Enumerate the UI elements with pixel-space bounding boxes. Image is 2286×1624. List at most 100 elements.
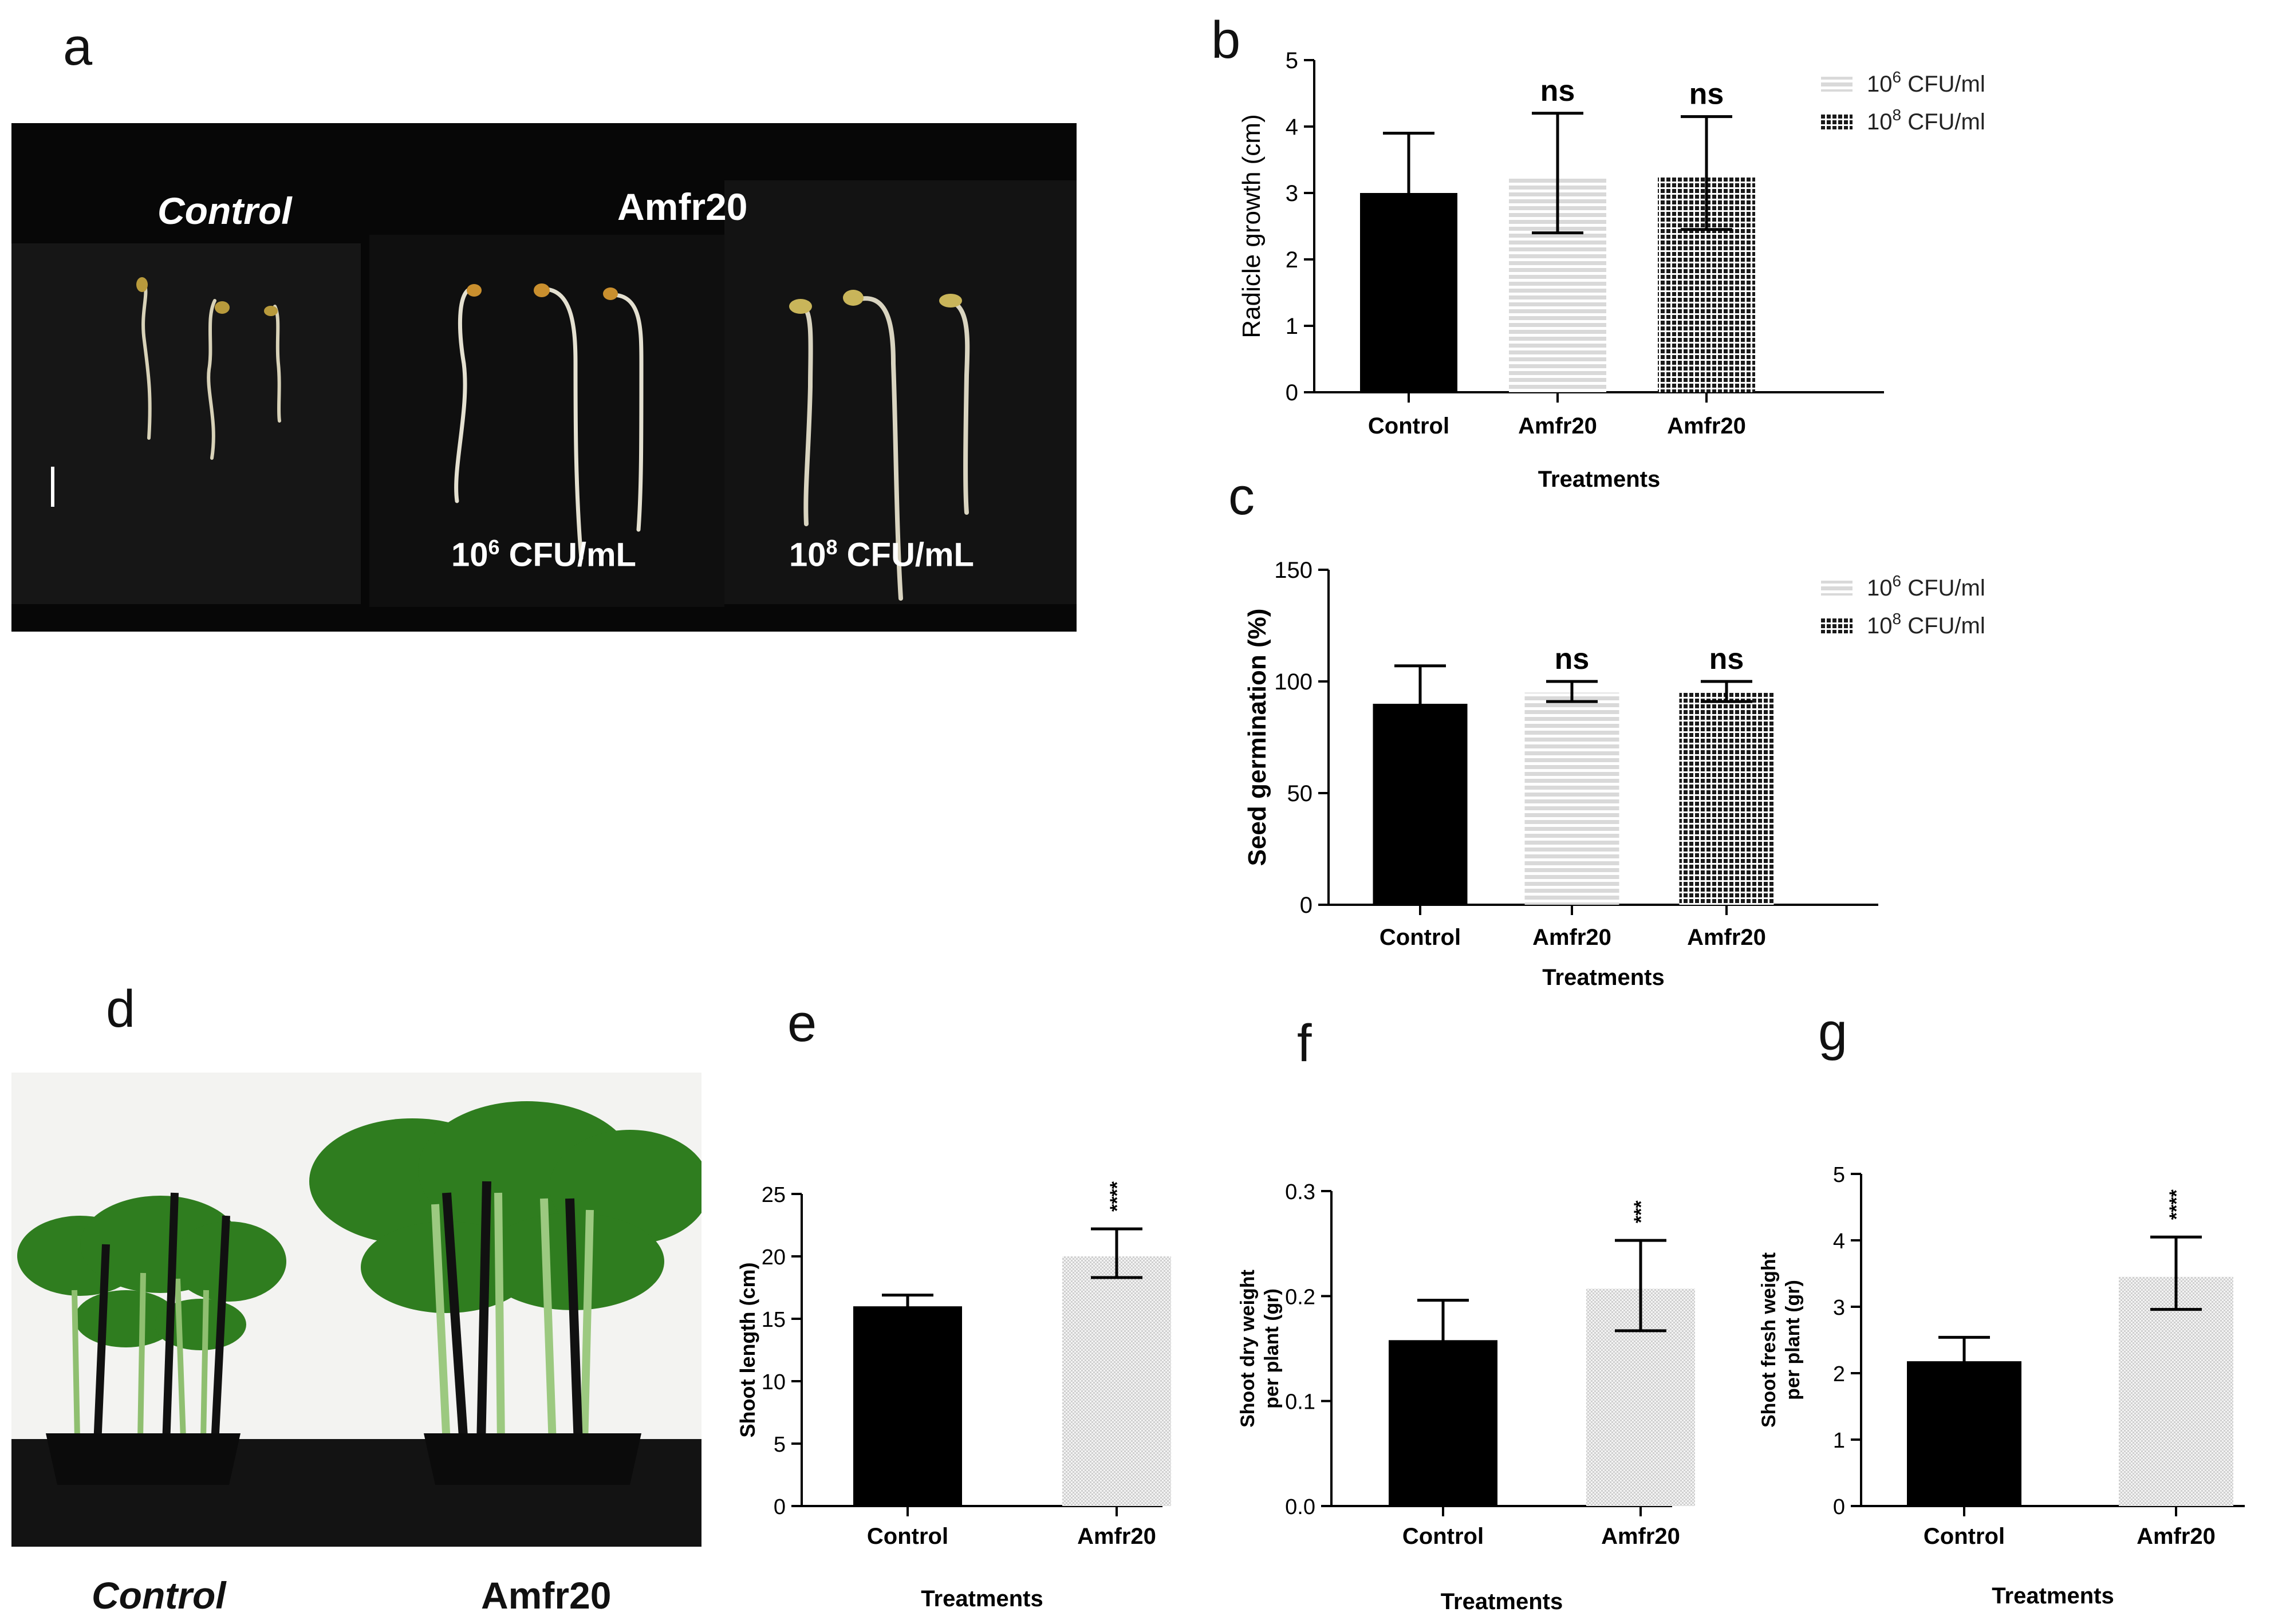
seed-coats-low-dose [467, 283, 618, 300]
x-tick-label: Control [1368, 413, 1449, 439]
y-tick-label: 5 [1833, 1163, 1845, 1187]
y-tick-label: 15 [762, 1308, 786, 1332]
seedling-photo: Control Amfr20 106 CFU/mL 108 CFU/mL [11, 123, 1077, 632]
y-axis-title: Shoot dry weight [1237, 1270, 1259, 1428]
seedlings-high-dose [801, 296, 970, 601]
legend-label: 106 CFU/ml [1867, 572, 1985, 601]
y-tick-label: 20 [762, 1245, 786, 1270]
caption-low-dose-base: 10 [451, 536, 488, 574]
y-tick-label: 25 [762, 1183, 786, 1207]
pots [46, 1433, 641, 1485]
legend-label-base: 10 [1867, 72, 1893, 97]
bar-treated-1 [1524, 692, 1619, 905]
panel-label-f: f [1297, 1014, 1312, 1073]
legend-label-exp: 6 [1893, 68, 1902, 86]
legend-swatch [1821, 581, 1853, 596]
seedlings-low-dose [454, 287, 644, 561]
high-dose-photo-tile [724, 180, 1077, 604]
panel-label-c: c [1228, 467, 1255, 526]
foliage-treated [309, 1101, 701, 1313]
y-tick-label: 0.2 [1285, 1285, 1315, 1309]
y-tick-label: 1 [1286, 314, 1298, 339]
x-tick-label: Control [1402, 1524, 1484, 1549]
legend-label-exp: 6 [1893, 572, 1902, 590]
x-tick-label: Amfr20 [1532, 925, 1611, 950]
y-tick-label: 2 [1833, 1362, 1845, 1386]
caption-high-dose: 108 CFU/mL [789, 535, 974, 574]
caption-low-dose-unit: CFU/mL [499, 536, 636, 574]
y-tick-label: 10 [762, 1370, 786, 1394]
seedling-illustration [11, 180, 1077, 607]
y-axis-title: Shoot fresh weight [1758, 1252, 1780, 1428]
caption-high-dose-unit: CFU/mL [837, 536, 974, 574]
legend-label: 106 CFU/ml [1867, 68, 1985, 97]
bar-treated-2 [1679, 692, 1774, 905]
y-tick-label: 3 [1833, 1296, 1845, 1320]
stakes-treated [442, 1181, 583, 1445]
significance-label: ns [1540, 74, 1575, 108]
y-tick-label: 4 [1286, 115, 1298, 140]
legend-label-base: 10 [1867, 576, 1893, 601]
tomato-plants-photo [11, 1073, 701, 1547]
x-tick-label: Amfr20 [2137, 1524, 2216, 1549]
panel-label-e: e [787, 994, 817, 1053]
x-tick-label: Amfr20 [1601, 1524, 1680, 1549]
stakes-control [93, 1192, 230, 1445]
legend-swatch [1821, 115, 1853, 129]
legend-label: 108 CFU/ml [1867, 610, 1985, 638]
y-tick-label: 5 [1286, 48, 1298, 73]
seedlings-control [141, 282, 281, 460]
panel-label-a: a [63, 18, 93, 76]
x-axis-title: Treatments [921, 1586, 1043, 1611]
y-tick-label: 5 [774, 1433, 786, 1457]
y-tick-label: 0 [1300, 893, 1313, 918]
chart-seed-germination: 0 50 100 150 Control Amfr20 ns Amfr20 ns Treatmen… [1243, 558, 1985, 990]
legend-label-base: 10 [1867, 109, 1893, 135]
caption-strain-d: Amfr20 [481, 1574, 612, 1617]
x-tick-label: Control [1380, 925, 1461, 950]
y-axis-title: per plant (gr) [1261, 1288, 1283, 1409]
chart-shoot-fresh-weight: 0 1 2 3 4 5 Control Amfr20 **** Treatments Shoot f… [1758, 1163, 2245, 1609]
x-axis-title: Treatments [1992, 1583, 2114, 1609]
significance-label: ns [1689, 78, 1724, 111]
y-tick-label: 2 [1286, 247, 1298, 273]
y-tick-label: 0.1 [1285, 1390, 1315, 1414]
bar-treated-1 [2119, 1276, 2233, 1506]
x-tick-label: Control [867, 1524, 948, 1549]
low-dose-photo-tile [369, 235, 724, 607]
x-tick-label: Amfr20 [1667, 413, 1746, 439]
legend-swatch [1821, 77, 1853, 92]
panel-label-d: d [106, 980, 136, 1038]
caption-high-dose-base: 10 [789, 536, 826, 574]
significance-label: **** [2166, 1189, 2188, 1220]
y-tick-label: 0.0 [1285, 1495, 1315, 1519]
chart-shoot-length: 0 5 10 15 20 25 Control Amfr20 **** Treatments Sho… [736, 1181, 1171, 1611]
significance-label: ns [1555, 642, 1590, 676]
caption-low-dose: 106 CFU/mL [451, 535, 636, 574]
legend-label-unit: CFU/ml [1901, 109, 1985, 135]
legend-label: 108 CFU/ml [1867, 106, 1985, 135]
seed-coats-control [136, 277, 278, 316]
x-axis-title: Treatments [1441, 1589, 1563, 1614]
y-tick-label: 0 [774, 1495, 786, 1519]
bar-treated-1 [1062, 1256, 1171, 1506]
panel-label-g: g [1818, 1003, 1848, 1061]
y-axis-title: Shoot length (cm) [736, 1263, 759, 1438]
legend-label-unit: CFU/ml [1901, 576, 1985, 601]
y-tick-label: 150 [1274, 558, 1313, 583]
chart-radicle-growth: 0 1 2 3 4 5 Control Amfr20 ns Amfr20 ns Treatments R… [1237, 48, 1985, 492]
tomato-plants-illustration [11, 1073, 701, 1547]
control-photo-tile [11, 243, 361, 604]
caption-control-a: Control [157, 190, 292, 232]
seed-coats-high-dose [789, 290, 962, 314]
caption-high-dose-exp: 8 [826, 535, 838, 559]
y-tick-label: 100 [1274, 669, 1313, 695]
y-tick-label: 50 [1287, 781, 1313, 806]
significance-label: ns [1709, 642, 1744, 676]
stems-control [72, 1272, 209, 1440]
x-tick-label: Control [1924, 1524, 2005, 1549]
significance-label: **** [1106, 1181, 1128, 1212]
y-axis-title: Radicle growth (cm) [1237, 114, 1266, 338]
bar-control [853, 1306, 962, 1506]
y-tick-label: 3 [1286, 181, 1298, 206]
